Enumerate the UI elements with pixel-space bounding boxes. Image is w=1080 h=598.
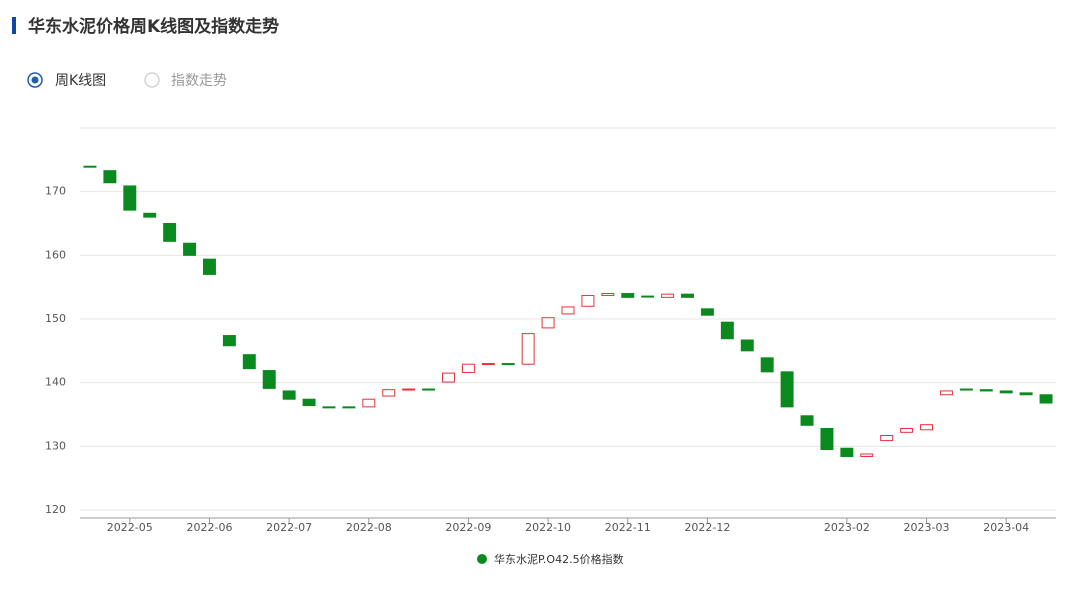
x-tick-label: 2022-08 (346, 521, 392, 534)
candle (83, 165, 97, 168)
candle (183, 242, 197, 256)
x-tick-label: 2022-12 (684, 521, 730, 534)
y-tick-label: 130 (45, 439, 66, 452)
candle (820, 428, 834, 451)
candle (840, 447, 854, 458)
candle (760, 357, 774, 373)
candle (103, 170, 117, 184)
candle (402, 388, 416, 391)
candle (780, 371, 794, 408)
candle (282, 390, 296, 400)
radio[interactable] (144, 72, 160, 88)
y-tick-label: 120 (45, 503, 66, 516)
tab-index[interactable]: 指数走势 (171, 73, 227, 89)
candle (979, 389, 993, 392)
candle (461, 363, 475, 373)
candle (501, 363, 515, 366)
candle (242, 354, 256, 370)
candle (939, 390, 953, 396)
candle (382, 389, 396, 397)
page-title: 华东水泥价格周K线图及指数走势 (28, 16, 279, 37)
candle (1039, 394, 1053, 404)
x-tick-label: 2022-09 (445, 521, 491, 534)
candle (959, 388, 973, 391)
candle (641, 295, 655, 298)
y-tick-label: 140 (45, 376, 66, 389)
candle (342, 406, 356, 409)
x-tick-label: 2022-10 (525, 521, 571, 534)
candle (720, 321, 734, 340)
candle (561, 306, 575, 315)
candle (362, 398, 376, 408)
candle (920, 424, 934, 431)
tab-kline[interactable]: 周K线图 (55, 73, 106, 89)
candle (302, 398, 316, 407)
x-tick-label: 2022-05 (107, 521, 153, 534)
candle (1019, 392, 1033, 396)
candle (621, 293, 635, 298)
candle (322, 406, 336, 409)
candle (800, 415, 814, 426)
x-tick-label: 2023-03 (904, 521, 950, 534)
candle (880, 435, 894, 442)
x-tick-label: 2023-04 (983, 521, 1029, 534)
candle (999, 390, 1013, 394)
candle (442, 372, 455, 383)
legend-marker (477, 554, 487, 564)
x-tick-label: 2022-07 (266, 521, 312, 534)
candle (422, 388, 436, 391)
candle (900, 428, 914, 433)
candle (581, 294, 595, 307)
candle (681, 293, 694, 298)
candle (222, 335, 236, 347)
legend-label: 华东水泥P.O42.5价格指数 (494, 552, 624, 566)
candle (481, 363, 495, 366)
candle (860, 453, 874, 458)
candle (163, 223, 177, 242)
y-tick-label: 150 (45, 312, 66, 325)
y-tick-label: 170 (45, 185, 66, 198)
candle (541, 317, 555, 329)
candle (262, 370, 276, 389)
title-bar (12, 17, 16, 34)
x-tick-label: 2023-02 (824, 521, 870, 534)
candle (143, 212, 157, 218)
candle (601, 293, 615, 296)
x-tick-label: 2022-11 (605, 521, 651, 534)
y-tick-label: 160 (45, 248, 66, 261)
candle (740, 339, 754, 352)
candle (123, 185, 137, 211)
candle (202, 258, 216, 275)
candle (521, 333, 535, 365)
radio-dot (31, 76, 39, 84)
x-tick-label: 2022-06 (186, 521, 232, 534)
candle (661, 293, 675, 298)
candle (700, 308, 714, 316)
